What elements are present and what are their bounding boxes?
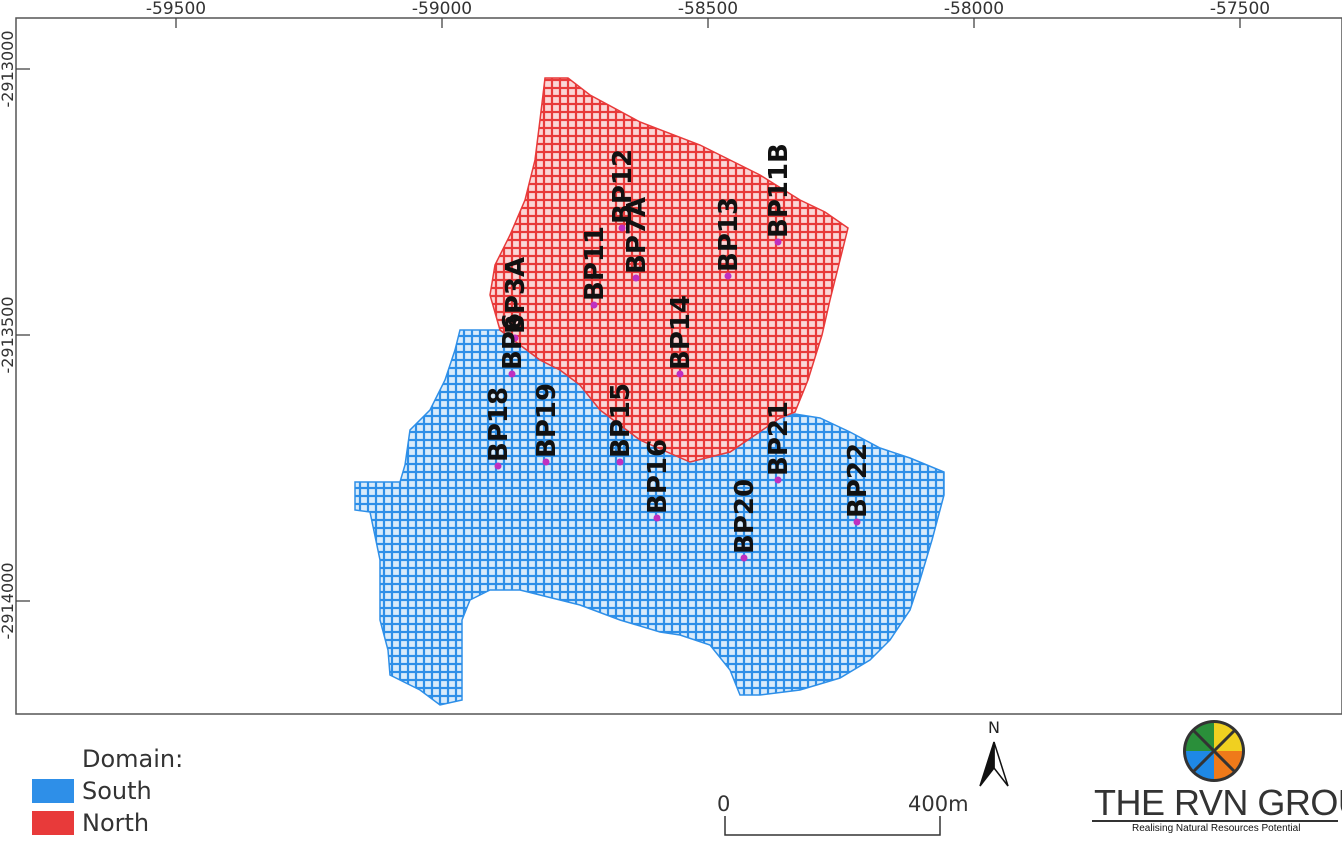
- drillhole-collar-marker: [774, 238, 782, 246]
- drillhole-bp15: BP15: [606, 383, 636, 466]
- x-tick-label: -57500: [1210, 0, 1270, 19]
- north-domain-blocks: [489, 77, 849, 463]
- scale-bar-end-label: 400m: [908, 792, 969, 816]
- drillhole-label: BP16: [643, 439, 673, 514]
- drillhole-label: BP18: [484, 387, 514, 462]
- x-axis: -59500 -59000 -58500 -58000 -57500: [146, 0, 1270, 28]
- drillhole-collar-marker: [676, 370, 684, 378]
- legend-item-south: South: [32, 777, 252, 805]
- x-tick-label: -58000: [944, 0, 1004, 19]
- drillhole-collar-marker: [494, 462, 502, 470]
- y-tick-label: -2914000: [0, 562, 17, 639]
- drillhole-bp22: BP22: [843, 443, 873, 526]
- logo-divider: [1092, 820, 1338, 822]
- drillhole-bp3a: BP3A: [501, 257, 531, 342]
- drillhole-label: BP20: [730, 479, 760, 554]
- drillhole-label: BP11B: [764, 143, 794, 238]
- legend-label-north: North: [82, 809, 150, 837]
- drillhole-bp13: BP13: [714, 197, 744, 280]
- drillhole-label: BP21: [764, 401, 794, 476]
- drillhole-collar-marker: [590, 301, 598, 309]
- y-tick-label: -2913000: [0, 30, 17, 107]
- drillhole-bp11: BP11: [580, 226, 610, 309]
- drillhole-bp7a: BP7A: [622, 197, 652, 282]
- drillhole-bp19: BP19: [532, 383, 562, 466]
- logo-emblem-icon: [1183, 720, 1245, 782]
- drillhole-collar-marker: [616, 458, 624, 466]
- drillhole-label: BP3A: [501, 257, 531, 334]
- drillhole-bp11b: BP11B: [764, 143, 794, 246]
- legend-swatch-south: [32, 779, 74, 803]
- logo-company-name: THE RVN GROUP: [1094, 782, 1342, 823]
- logo-tagline: Realising Natural Resources Potential: [1132, 823, 1301, 834]
- drillhole-label: BP22: [843, 443, 873, 518]
- company-logo: THE RVN GROUP Realising Natural Resource…: [1090, 718, 1342, 838]
- drillhole-bp6: BP6: [498, 313, 528, 378]
- drillhole-label: BP6: [498, 313, 528, 370]
- north-arrow: N: [978, 718, 1012, 790]
- drillhole-label: BP14: [666, 295, 696, 370]
- x-tick-label: -58500: [678, 0, 738, 19]
- drillhole-collar-marker: [508, 370, 516, 378]
- drillhole-label: BP13: [714, 197, 744, 272]
- x-tick-label: -59000: [412, 0, 472, 19]
- drillhole-collar-marker: [632, 274, 640, 282]
- drillhole-label: BP15: [606, 383, 636, 458]
- drillhole-label: BP12: [608, 149, 638, 224]
- legend-title: Domain:: [82, 745, 184, 773]
- drillhole-collar-marker: [618, 224, 626, 232]
- scale-bar-start-label: 0: [717, 792, 731, 816]
- drillhole-collar-marker: [724, 272, 732, 280]
- drillhole-collar-marker: [542, 458, 550, 466]
- drillhole-label: BP7A: [622, 197, 652, 274]
- drillhole-bp16: BP16: [643, 439, 673, 522]
- drillhole-label: BP11: [580, 226, 610, 301]
- north-arrow-letter: N: [988, 718, 1000, 737]
- legend-label-south: South: [82, 777, 152, 805]
- drillhole-label: BP19: [532, 383, 562, 458]
- north-arrow-icon: [979, 741, 1009, 787]
- drillhole-collar-marker: [653, 514, 661, 522]
- legend-item-north: North: [32, 809, 252, 837]
- y-axis: -2913000 -2913500 -2914000: [0, 30, 30, 640]
- legend-swatch-north: [32, 811, 74, 835]
- drillhole-collar-marker: [511, 334, 519, 342]
- drillhole-collar-marker: [740, 554, 748, 562]
- drillhole-bp14: BP14: [666, 295, 696, 378]
- scale-bar: 0 400m: [715, 790, 975, 840]
- drillhole-collar-marker: [853, 518, 861, 526]
- drillhole-bp18: BP18: [484, 387, 514, 470]
- drillhole-bp21: BP21: [764, 401, 794, 484]
- drillhole-collar-marker: [774, 476, 782, 484]
- x-tick-label: -59500: [146, 0, 206, 19]
- drillhole-bp12: BP12: [608, 149, 638, 232]
- drillhole-bp20: BP20: [730, 479, 760, 562]
- scale-bar-line: [724, 816, 941, 836]
- y-tick-label: -2913500: [0, 296, 17, 373]
